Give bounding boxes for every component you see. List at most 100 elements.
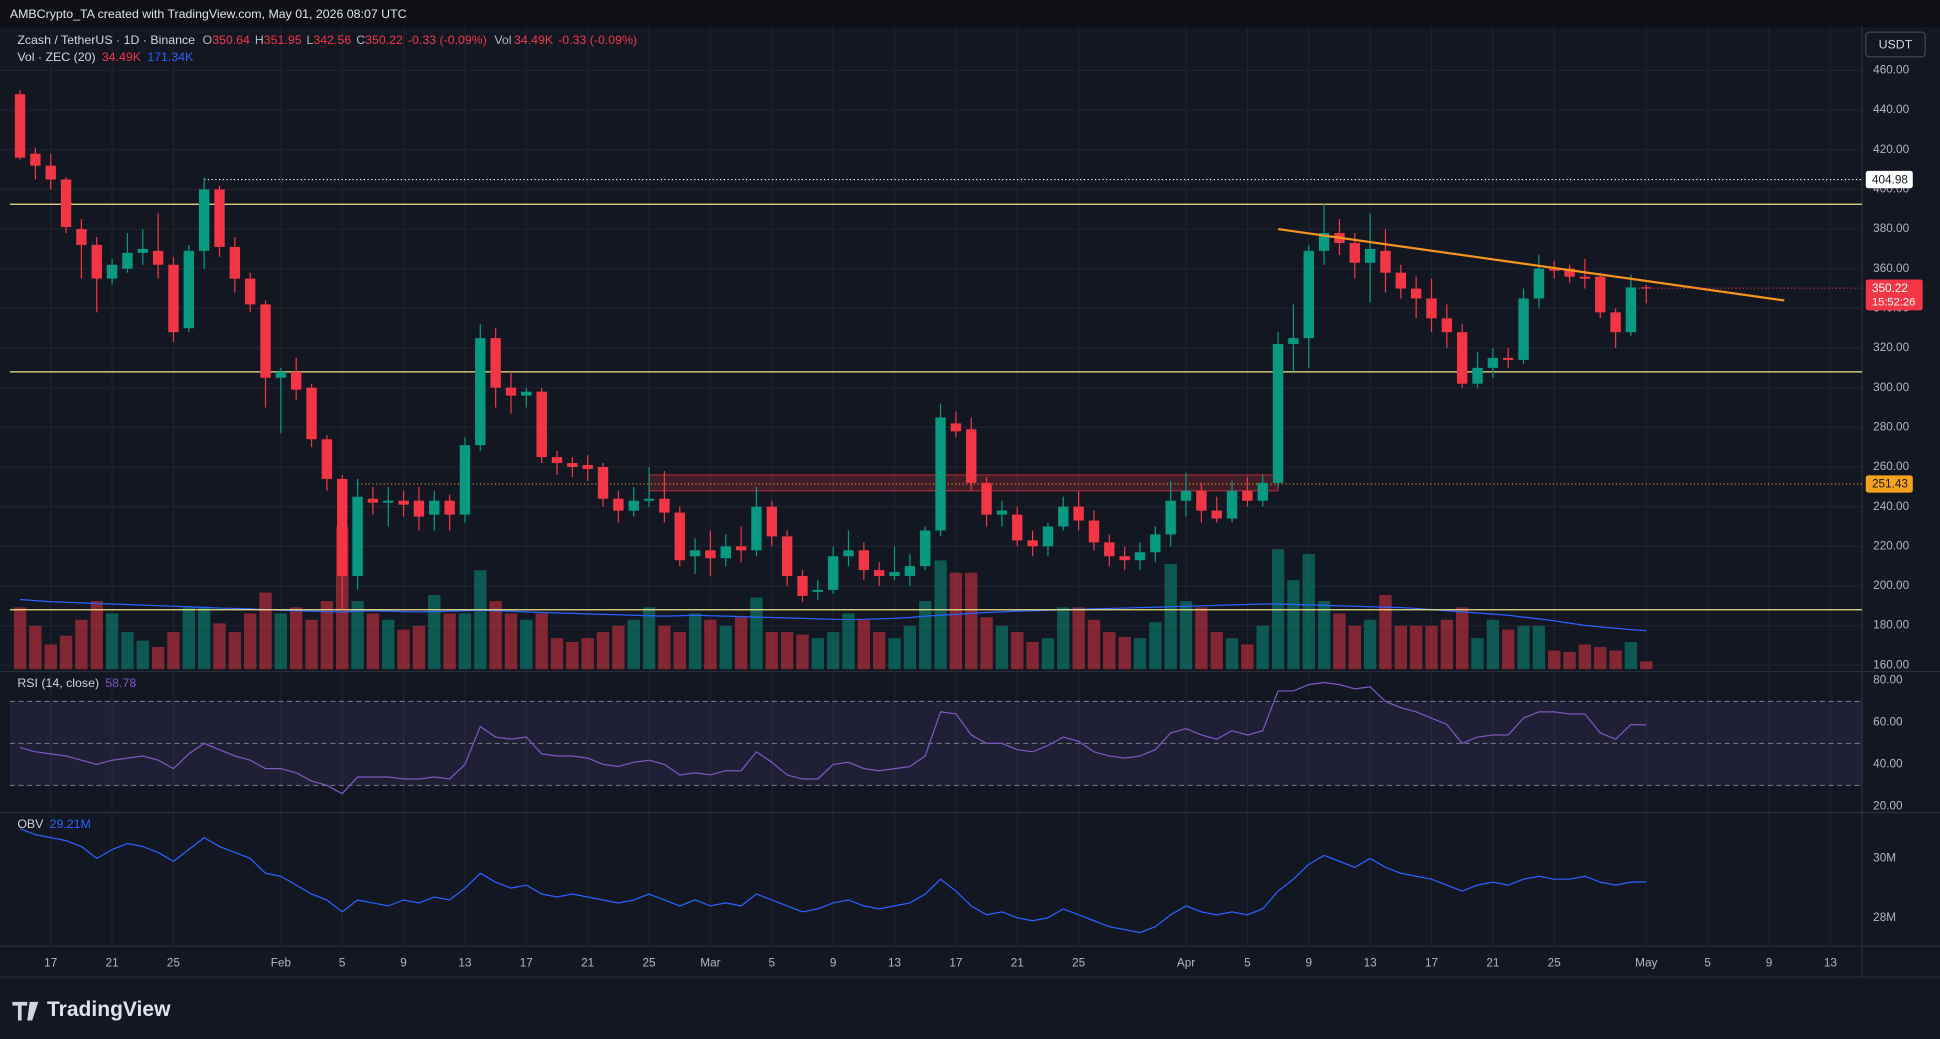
candle-body [214, 189, 225, 247]
candle-body [122, 252, 133, 269]
candle-body [1380, 250, 1391, 273]
candle-body [827, 556, 839, 590]
currency-button[interactable]: USDT [1865, 31, 1926, 58]
candle-body [889, 572, 900, 577]
obv-legend: OBV 29.21M [17, 817, 91, 831]
candle-body [306, 387, 317, 440]
volume-bar [182, 607, 195, 670]
volume-bar [366, 613, 380, 670]
volume-bar [1394, 625, 1407, 670]
volume-bar [888, 638, 901, 670]
candle-body [674, 512, 685, 561]
candle-body [1364, 248, 1376, 263]
candle-body [1196, 490, 1207, 511]
candle-body [168, 264, 179, 333]
logo-icon [12, 1001, 39, 1021]
candle-body [1073, 506, 1084, 521]
volume-bar [59, 635, 73, 670]
last-price-box [1865, 279, 1923, 311]
x-tick-label: 25 [1072, 957, 1086, 970]
candle-body [1395, 272, 1407, 289]
y-tick-label: 160.00 [1873, 658, 1909, 671]
volume-bar [1133, 638, 1147, 670]
candle-body [1257, 482, 1268, 501]
candle-body [152, 250, 164, 265]
volume-bar [136, 640, 149, 670]
symbol: Zcash / TetherUS · 1D · Binance [17, 33, 195, 47]
currency-box[interactable] [1865, 31, 1926, 58]
candle-body [1579, 276, 1591, 279]
candle-body [14, 94, 26, 158]
volume-bar [443, 613, 456, 670]
candle-body [597, 467, 609, 499]
currency[interactable]: USDT [1879, 37, 1913, 51]
candle-body [996, 510, 1008, 515]
candle-body [812, 589, 824, 592]
volume-bar [351, 601, 364, 670]
y-tick-label: 220.00 [1873, 539, 1909, 552]
x-tick-label: 13 [1824, 957, 1838, 970]
volume-bar [259, 592, 272, 670]
y-tick-label: 260.00 [1873, 460, 1909, 473]
candle-body [843, 550, 854, 557]
volume-bar [1317, 601, 1331, 670]
volume-bar [228, 632, 242, 670]
volume-bar [474, 570, 487, 670]
candle-body [398, 500, 409, 505]
volume-bar [1455, 607, 1469, 670]
volume-bar [658, 625, 671, 670]
candle-body [1288, 338, 1299, 345]
volume-bar [1041, 638, 1055, 670]
rsi-tick-label: 40.00 [1873, 757, 1903, 770]
symbol-legend: Zcash / TetherUS · 1D · Binance O350.64 H3… [17, 33, 637, 47]
change: -0.33 (-0.09%) [408, 33, 487, 47]
volume-bar [489, 601, 502, 670]
candle-body [475, 338, 486, 446]
price-mark-box [1865, 170, 1913, 189]
candle-body [551, 457, 563, 464]
volume-bar [581, 638, 594, 670]
candle-body [1472, 367, 1483, 384]
volume-bar [1057, 607, 1070, 670]
x-tick-label: 21 [106, 957, 119, 970]
volume-legend: Vol · ZEC (20) 34.49K 171.34K [17, 50, 194, 64]
vol-change: -0.33 (-0.09%) [558, 33, 637, 47]
x-tick-label: 21 [581, 957, 594, 970]
rsi-legend: RSI (14, close) 58.78 [17, 676, 136, 690]
candle-body [1027, 540, 1038, 547]
candle-body [1119, 556, 1130, 561]
volume-bar [1103, 632, 1116, 670]
candle-body [76, 229, 87, 245]
volume-bar [796, 634, 809, 670]
candle-body [1595, 276, 1606, 313]
volume-bar [1363, 619, 1377, 670]
candle-body [291, 371, 302, 390]
volume-bar [458, 613, 472, 670]
candle-body [1012, 514, 1023, 541]
l-label: L [307, 33, 314, 47]
volume-bar [642, 607, 656, 670]
volume-bar [397, 629, 410, 670]
candle-body [1058, 506, 1069, 527]
volume-bar [873, 632, 886, 670]
candle-body [1549, 268, 1560, 271]
volume-bar [151, 646, 165, 670]
x-tick-label: 13 [888, 957, 902, 970]
volume-bar [290, 607, 303, 670]
volume-bar [1287, 580, 1300, 670]
candle-body [198, 189, 210, 251]
volume-bar [826, 632, 840, 670]
volume-bar [44, 644, 57, 670]
candle-body [1441, 318, 1453, 333]
candle-body [352, 496, 363, 577]
volume-bar [121, 632, 134, 670]
candle-body [1426, 298, 1437, 319]
volume-bar [1517, 625, 1530, 670]
volume-bar [1302, 554, 1315, 670]
obv-tick-label: 30M [1873, 852, 1896, 865]
x-tick-label: 5 [339, 957, 346, 970]
volume-bar [305, 619, 318, 670]
low-value: 342.56 [313, 33, 351, 47]
candle-body [490, 338, 501, 388]
